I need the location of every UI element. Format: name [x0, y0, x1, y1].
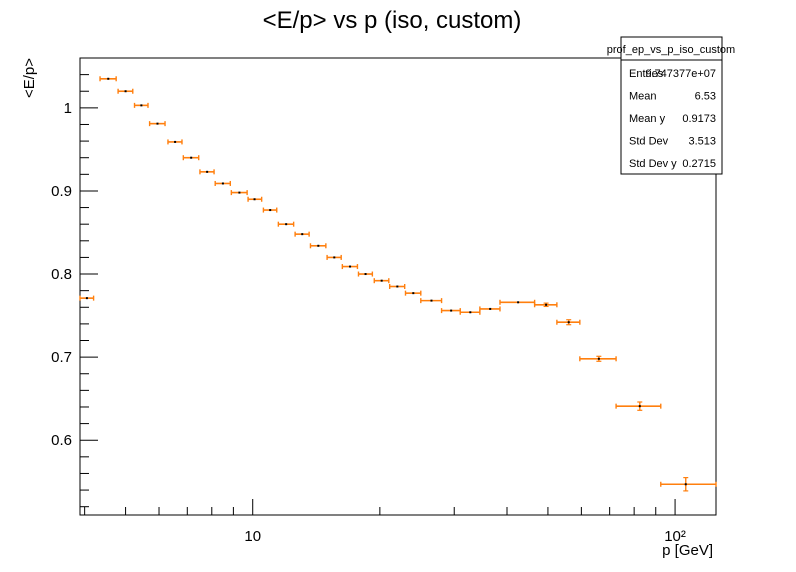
x-tick-label: 10²	[664, 528, 686, 545]
data-point	[117, 88, 134, 94]
data-point	[294, 231, 310, 237]
stats-box-frame	[620, 36, 723, 175]
data-point	[388, 284, 406, 289]
x-axis-label: p [GeV]	[662, 542, 713, 559]
data-point	[79, 295, 95, 301]
data-point	[262, 207, 278, 213]
data-point	[404, 290, 422, 296]
x-tick-label: 10	[244, 528, 261, 545]
data-point	[579, 355, 617, 362]
data-point	[199, 169, 215, 175]
data-point	[148, 121, 166, 127]
stats-row-value: 0.2715	[682, 158, 716, 170]
stats-title: prof_ep_vs_p_iso_custom	[607, 44, 735, 56]
data-point	[182, 155, 200, 161]
data-point	[660, 477, 717, 492]
stats-box: prof_ep_vs_p_iso_custom Entries9.747377e…	[607, 36, 735, 175]
data-point	[499, 299, 536, 305]
data-point	[533, 302, 558, 308]
data-point	[277, 221, 295, 227]
data-point	[214, 180, 232, 186]
y-axis-label: <E/p>	[21, 58, 38, 98]
data-point	[247, 196, 263, 202]
stats-row-label: Std Dev y	[629, 158, 677, 170]
data-point	[479, 306, 501, 312]
stats-row-label: Mean	[629, 91, 657, 103]
stats-row-value: 9.747377e+07	[645, 68, 716, 80]
data-point	[615, 401, 662, 411]
y-axis: 0.6 0.7 0.8 0.9 1	[51, 57, 98, 508]
y-tick-label: 0.9	[51, 183, 72, 200]
chart-title: <E/p> vs p (iso, custom)	[263, 7, 522, 34]
data-point	[373, 278, 390, 284]
x-axis: 10 10²	[84, 499, 686, 545]
data-points	[79, 76, 717, 492]
data-point	[459, 309, 481, 315]
data-point	[230, 190, 248, 196]
stats-row-value: 6.53	[695, 91, 716, 103]
stats-row-value: 3.513	[688, 136, 716, 148]
y-tick-label: 0.7	[51, 349, 72, 366]
stats-row-label: Std Dev	[629, 136, 669, 148]
y-tick-label: 1	[64, 100, 72, 117]
data-point	[167, 139, 183, 145]
data-point	[309, 243, 327, 249]
y-tick-label: 0.8	[51, 266, 72, 283]
stats-row-label: Mean y	[629, 113, 666, 125]
data-point	[341, 264, 359, 270]
plot-frame	[79, 57, 717, 516]
data-point	[133, 102, 149, 108]
data-point	[440, 308, 461, 314]
data-point	[357, 271, 374, 277]
stats-row-value: 0.9173	[682, 113, 716, 125]
data-point	[556, 319, 581, 326]
data-point	[326, 254, 342, 260]
stats-row-label: Entries	[629, 68, 664, 80]
y-tick-label: 0.6	[51, 432, 72, 449]
data-point	[420, 298, 443, 304]
data-point	[99, 76, 117, 82]
